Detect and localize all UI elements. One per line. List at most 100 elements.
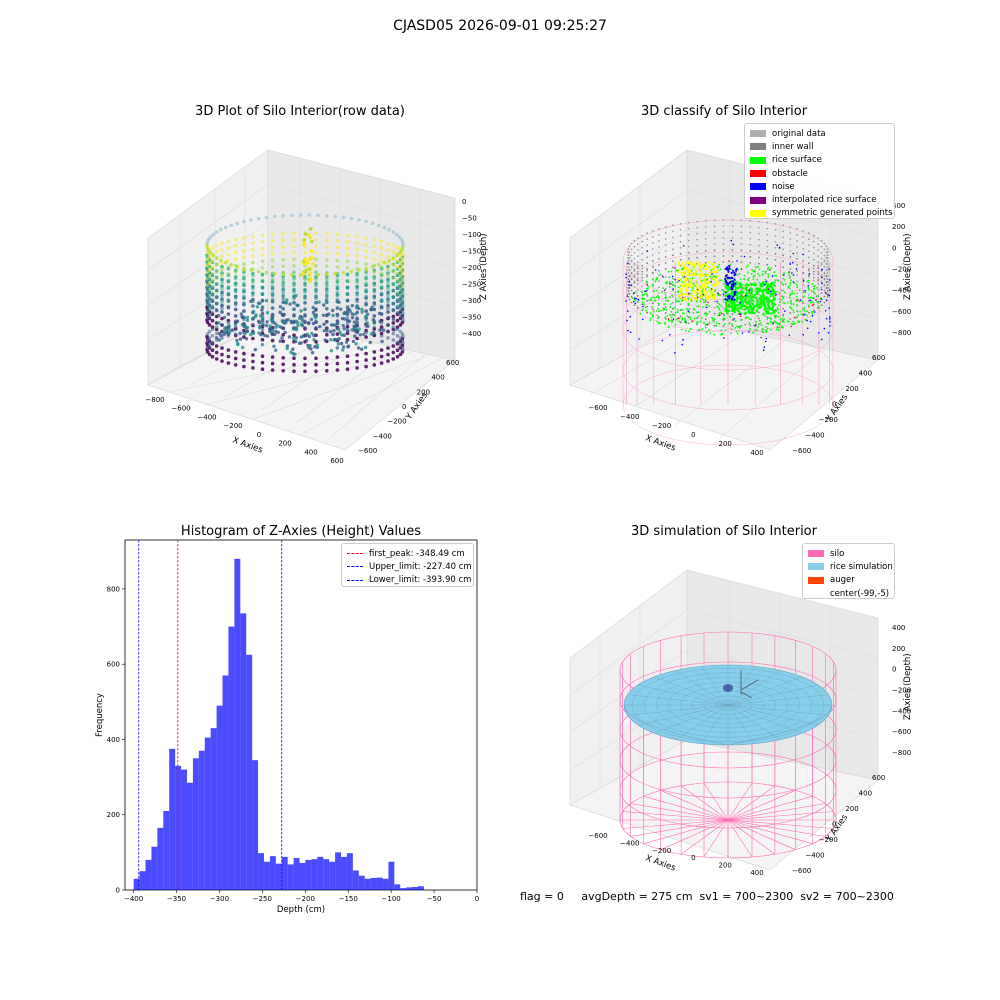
point [242, 301, 246, 305]
wall-point [808, 262, 810, 265]
rice-point [756, 300, 759, 304]
rice-point [807, 288, 810, 291]
rice-point [790, 307, 793, 310]
wall-point [817, 289, 819, 291]
noise-point [795, 268, 798, 270]
histogram-ylabel: Frequency [95, 693, 105, 737]
rice-point [681, 312, 684, 315]
rice-point [753, 293, 756, 297]
wall-point [664, 312, 667, 314]
legend-swatch [750, 209, 766, 217]
wall-point [646, 268, 648, 271]
obstacle-point [724, 281, 727, 283]
wall-point [817, 307, 819, 309]
noise-point [684, 321, 687, 323]
histogram-bar [358, 875, 365, 890]
point [217, 313, 221, 318]
wall-point [789, 250, 792, 252]
noise-point [763, 346, 766, 349]
rice-point [657, 317, 659, 320]
point [372, 302, 377, 307]
rice-point [730, 332, 732, 335]
wall-point [672, 301, 674, 304]
rice-point [708, 322, 711, 324]
point [268, 324, 272, 328]
wall-point [704, 255, 707, 258]
z-tick-label: −200 [462, 264, 481, 272]
noise-point [789, 263, 791, 265]
point [342, 345, 346, 349]
point [292, 238, 296, 242]
obstacle-point [797, 299, 799, 302]
z-tick-label: 400 [892, 202, 905, 210]
rice-point [776, 290, 779, 293]
wall-point [696, 226, 698, 229]
symmetric-point [682, 293, 685, 296]
point [325, 272, 329, 277]
histogram-bar [352, 870, 359, 890]
obstacle-point [720, 312, 723, 315]
rice-point [647, 285, 649, 288]
noise-point [628, 280, 631, 283]
noise-point [771, 275, 774, 277]
noise-point [724, 277, 727, 281]
rice-point [663, 308, 666, 311]
rice-point [775, 321, 777, 323]
wall-point [687, 239, 690, 242]
wall-point [658, 252, 660, 254]
wall-point [672, 289, 674, 292]
wall-point [641, 267, 644, 270]
noise-point [734, 273, 737, 276]
histogram-bar [335, 852, 341, 890]
rice-point [778, 292, 781, 295]
noise-point [733, 271, 736, 274]
point [251, 293, 255, 297]
symmetric-point [716, 269, 719, 272]
rice-point [750, 291, 753, 294]
point [372, 244, 377, 248]
y-tick-label: −400 [805, 852, 824, 860]
noise-point [733, 318, 735, 320]
point [372, 237, 377, 242]
rice-point [754, 296, 757, 299]
point [251, 260, 255, 265]
rice-point [813, 287, 815, 290]
noise-point [727, 282, 731, 285]
noise-point [727, 270, 730, 273]
classify-plot-title: 3D classify of Silo Interior [640, 104, 808, 119]
rice-point [791, 292, 794, 295]
rice-point [681, 268, 684, 271]
histogram-bar [222, 675, 229, 890]
histogram-bar [181, 769, 187, 890]
noise-point [625, 273, 627, 275]
histogram-bar [364, 878, 371, 890]
point [364, 364, 368, 369]
wall-point [633, 274, 636, 277]
point [281, 281, 286, 285]
noise-point [696, 296, 699, 299]
wall-point [826, 248, 829, 251]
symmetric-point [712, 297, 715, 300]
point [325, 307, 329, 311]
symmetric-point [704, 281, 707, 284]
wall-point [802, 266, 805, 268]
obstacle-point [815, 299, 817, 301]
wall-point [823, 254, 826, 257]
point [226, 252, 231, 257]
point [226, 348, 231, 352]
point [214, 331, 219, 336]
wall-point [825, 263, 828, 266]
point [225, 329, 229, 333]
point [371, 317, 375, 322]
point [281, 294, 286, 298]
point [251, 366, 255, 370]
symmetric-point [685, 283, 688, 286]
noise-point [811, 315, 814, 317]
point [210, 272, 215, 276]
rice-point [769, 292, 773, 295]
legend-swatch [750, 143, 766, 151]
wall-point [658, 292, 660, 294]
point [288, 302, 292, 306]
wall-point [817, 249, 819, 252]
point [314, 362, 318, 367]
